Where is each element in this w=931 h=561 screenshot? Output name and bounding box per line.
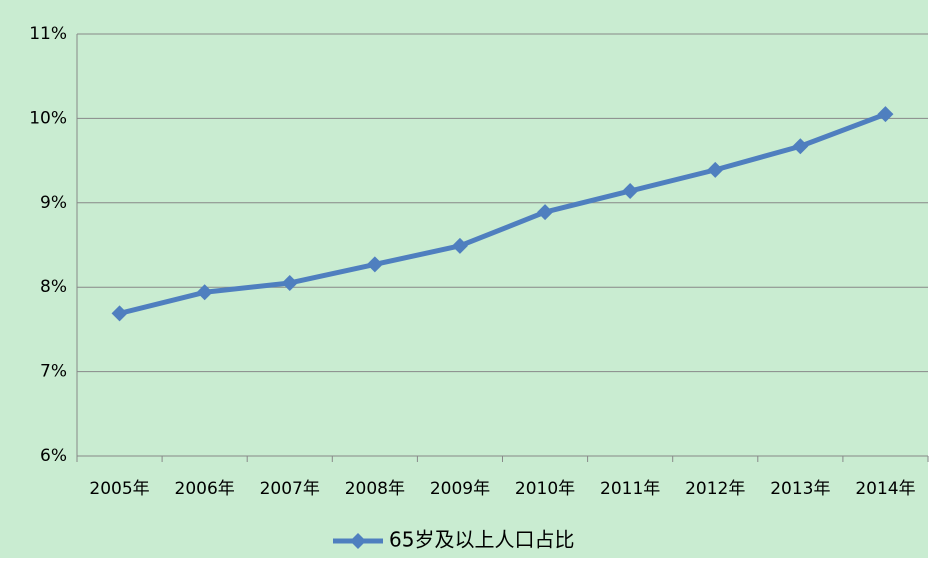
marker [281, 274, 298, 291]
x-tick-label: 2010年 [515, 479, 575, 499]
marker [451, 237, 468, 254]
x-tick-label: 2005年 [89, 479, 149, 499]
marker [792, 138, 809, 155]
x-tick-label: 2013年 [770, 479, 830, 499]
legend-marker [350, 533, 366, 549]
x-tick-label: 2011年 [600, 479, 660, 499]
legend-label: 65岁及以上人口占比 [389, 528, 574, 552]
x-tick-label: 2012年 [685, 479, 745, 499]
marker [622, 182, 639, 199]
marker [707, 161, 724, 178]
marker [111, 305, 128, 322]
line [118, 111, 887, 316]
x-tick-label: 2009年 [430, 479, 490, 499]
x-tick-label: 2008年 [345, 479, 405, 499]
marker [196, 284, 213, 301]
marker [537, 204, 554, 221]
marker [877, 106, 894, 123]
x-tick-label: 2014年 [855, 479, 915, 499]
y-tick-label: 6% [40, 446, 67, 466]
x-tick-label: 2006年 [175, 479, 235, 499]
y-tick-label: 11% [29, 24, 67, 44]
y-tick-label: 7% [40, 362, 67, 382]
y-tick-label: 8% [40, 277, 67, 297]
x-tick-label: 2007年 [260, 479, 320, 499]
y-tick-label: 10% [29, 108, 67, 128]
y-tick-label: 9% [40, 193, 67, 213]
marker [366, 256, 383, 273]
